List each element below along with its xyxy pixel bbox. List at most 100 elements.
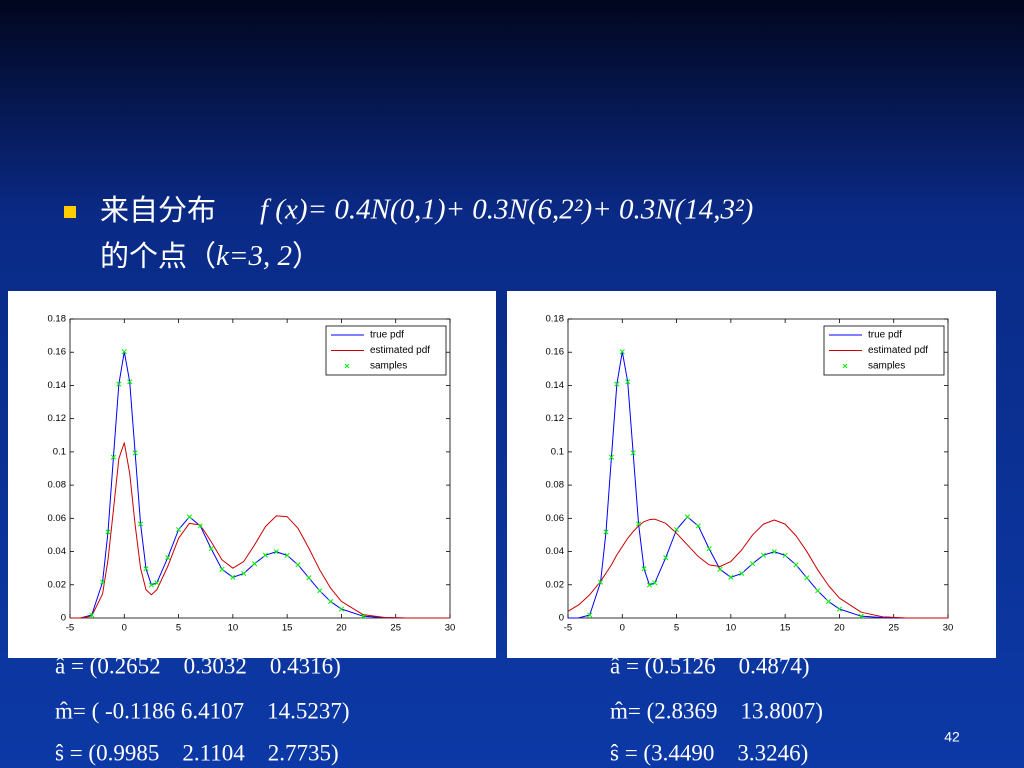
legend-label: estimated pdf [370,345,430,356]
sample-marker [836,606,842,612]
pdf-line [567,518,948,619]
sample-marker [127,379,133,385]
estimate: ŝ = (0.9985 2.1104 2.7735) [55,740,339,765]
sample-marker [728,574,734,580]
sample-marker [608,454,614,460]
sample-marker [306,575,312,581]
sample-marker [760,552,766,558]
sample-marker [154,580,160,586]
sample-marker [338,606,344,612]
y-tick-label: 0.12 [48,413,67,424]
y-tick-label: 0 [61,613,66,624]
x-tick-label: 20 [336,623,347,634]
formula: f (x)= 0.4N(0,1)+ 0.3N(6,2²)+ 0.3N(14,3²… [260,194,753,226]
y-tick-label: 0.18 [48,314,67,325]
x-tick-label: 20 [834,623,845,634]
sample-marker [186,514,192,520]
sample-marker [717,566,723,572]
sample-marker [138,521,144,527]
chart: -5 0 5 10 15 20 25 3000.020.040.060.080.10.120.… [546,314,954,634]
x-tick-label: 30 [943,623,954,634]
y-tick-label: 0.14 [546,380,565,391]
formula: k=3, 2 [216,240,292,272]
page-number: 42 [944,729,960,745]
y-tick-label: 0.04 [546,546,565,557]
chart: -5 0 5 10 15 20 25 3000.020.040.060.080.10.120.… [48,314,456,634]
sample-marker [295,562,301,568]
y-tick-label: 0.16 [546,347,565,358]
sample-marker [176,527,182,533]
x-tick-label: 15 [282,623,293,634]
y-tick-label: 0.06 [48,513,67,524]
x-tick-label: 0 [620,623,625,634]
sample-marker [132,450,138,456]
sample-marker [89,612,95,618]
bullet-text: 的个点（k=3, 2） [100,239,321,273]
estimate: â = (0.2652 0.3032 0.4316) [55,653,341,678]
text: 的个点（ [100,239,216,273]
sample-marker [110,454,116,460]
sample-marker [630,450,636,456]
sample-marker [636,521,642,527]
sample-marker [782,552,788,558]
x-tick-label: 10 [726,623,737,634]
legend-marker [344,363,350,369]
y-tick-label: 0.08 [546,480,565,491]
y-tick-label: 0.12 [546,413,565,424]
legend-label: samples [370,361,407,372]
y-tick-label: 0.1 [551,446,564,457]
sample-marker [625,379,631,385]
sample-marker [663,555,669,561]
estimate: ŝ = (3.4490 3.3246) [610,740,808,765]
x-tick-label: 5 [674,623,679,634]
sample-marker [858,613,864,619]
sample-marker [674,527,680,533]
y-tick-label: 0.18 [546,314,565,325]
text: ） [292,239,321,273]
estimate: m̂= (2.8369 13.8007) [610,698,823,723]
y-tick-label: 0.16 [48,347,67,358]
sample-marker [750,561,756,567]
sample-marker [262,552,268,558]
y-tick-label: 0.14 [48,380,67,391]
legend-label: true pdf [868,330,902,341]
x-tick-label: 0 [122,623,127,634]
sample-marker [603,529,609,535]
sample-marker [143,566,149,572]
sample-marker [328,599,334,605]
sample-marker [652,580,658,586]
x-tick-label: 25 [390,623,401,634]
y-tick-label: 0.04 [48,546,67,557]
y-tick-label: 0.06 [546,513,565,524]
sample-marker [614,381,620,387]
sample-marker [273,549,279,555]
sample-marker [252,561,258,567]
sample-marker [739,570,745,577]
sample-marker [284,552,290,558]
x-tick-label: 15 [780,623,791,634]
sample-marker [695,523,701,529]
bullet [64,206,76,218]
sample-marker [197,523,203,529]
sample-marker [641,566,647,572]
sample-marker [317,588,323,594]
x-tick-label: 5 [176,623,181,634]
plot-frame [69,318,451,619]
legend-marker [842,363,848,369]
sample-marker [121,349,127,355]
sample-marker [230,574,236,580]
sample-marker [208,546,214,552]
sample-marker [165,555,171,561]
sample-marker [219,566,225,572]
sample-marker [241,570,247,577]
sample-marker [646,582,652,588]
legend-label: samples [868,361,905,372]
x-tick-label: 30 [445,623,456,634]
sample-marker [706,546,712,552]
y-tick-label: 0 [559,613,564,624]
sample-marker [826,599,832,605]
estimate: m̂= ( -0.1186 6.4107 14.5237) [55,698,350,723]
sample-marker [148,582,154,588]
y-tick-label: 0.08 [48,480,67,491]
